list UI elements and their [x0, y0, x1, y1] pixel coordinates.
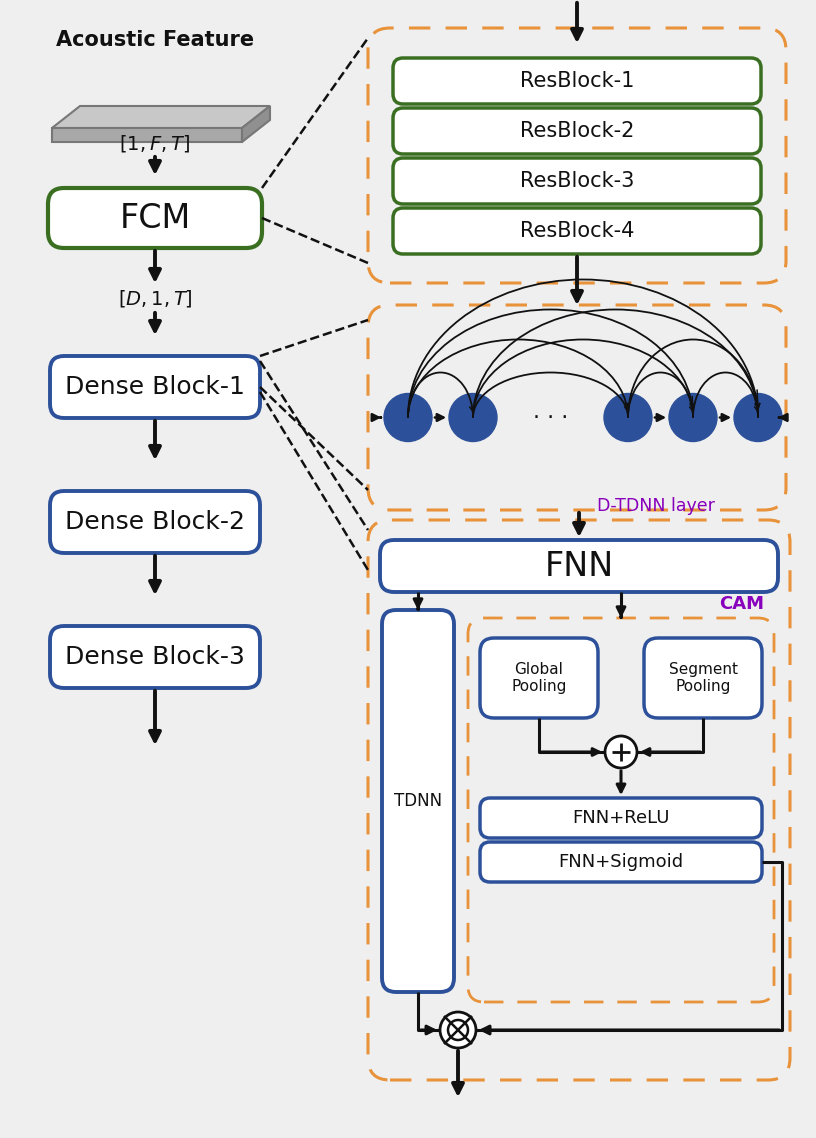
FancyBboxPatch shape: [480, 638, 598, 718]
Text: FCM: FCM: [119, 201, 191, 234]
FancyBboxPatch shape: [644, 638, 762, 718]
FancyBboxPatch shape: [50, 626, 260, 688]
FancyBboxPatch shape: [48, 188, 262, 248]
FancyBboxPatch shape: [393, 208, 761, 254]
FancyBboxPatch shape: [382, 610, 454, 992]
Text: · · ·: · · ·: [533, 407, 568, 428]
Text: Segment
Pooling: Segment Pooling: [668, 662, 738, 694]
Polygon shape: [242, 106, 270, 142]
Polygon shape: [52, 106, 270, 127]
Text: Dense Block-3: Dense Block-3: [65, 645, 245, 669]
FancyBboxPatch shape: [393, 58, 761, 104]
FancyBboxPatch shape: [380, 541, 778, 592]
Text: CAM: CAM: [719, 595, 764, 613]
Circle shape: [449, 394, 497, 442]
Text: Dense Block-1: Dense Block-1: [65, 376, 245, 399]
Polygon shape: [52, 127, 242, 142]
Text: Global
Pooling: Global Pooling: [512, 662, 566, 694]
Text: Dense Block-2: Dense Block-2: [65, 510, 245, 534]
Circle shape: [734, 394, 782, 442]
FancyBboxPatch shape: [50, 490, 260, 553]
Circle shape: [669, 394, 717, 442]
Text: ResBlock-2: ResBlock-2: [520, 121, 634, 141]
Circle shape: [604, 394, 652, 442]
Text: ResBlock-4: ResBlock-4: [520, 221, 634, 241]
Text: FNN+ReLU: FNN+ReLU: [572, 809, 670, 827]
FancyBboxPatch shape: [480, 842, 762, 882]
Text: Acoustic Feature: Acoustic Feature: [56, 30, 254, 50]
Text: D-TDNN layer: D-TDNN layer: [597, 497, 715, 516]
FancyBboxPatch shape: [50, 356, 260, 418]
Text: TDNN: TDNN: [394, 792, 442, 810]
Circle shape: [384, 394, 432, 442]
Text: ResBlock-3: ResBlock-3: [520, 171, 634, 191]
Text: FNN: FNN: [544, 550, 614, 583]
FancyBboxPatch shape: [480, 798, 762, 838]
Circle shape: [440, 1012, 476, 1048]
FancyBboxPatch shape: [393, 158, 761, 204]
Circle shape: [605, 736, 637, 768]
FancyBboxPatch shape: [393, 108, 761, 154]
Text: ResBlock-1: ResBlock-1: [520, 71, 634, 91]
Text: FNN+Sigmoid: FNN+Sigmoid: [558, 854, 684, 871]
Text: $\mathit{[1, F, T]}$: $\mathit{[1, F, T]}$: [119, 132, 190, 154]
Text: $\mathit{[D, 1, T]}$: $\mathit{[D, 1, T]}$: [118, 288, 193, 308]
